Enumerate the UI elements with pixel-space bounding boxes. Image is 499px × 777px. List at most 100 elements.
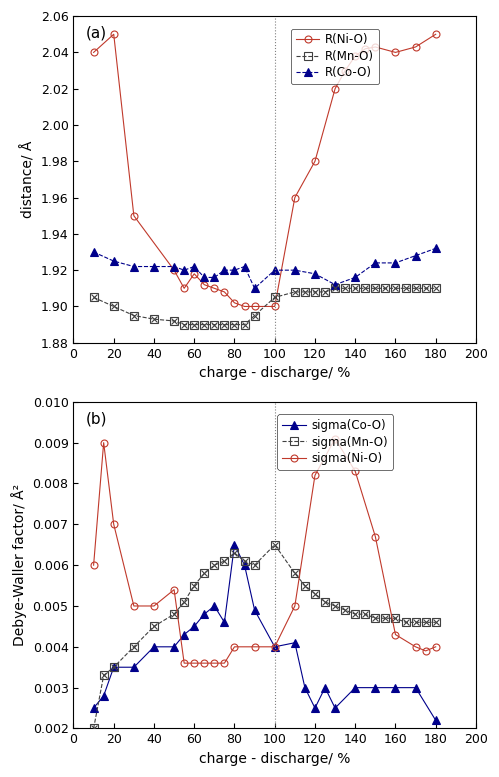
R(Co-O) bbox=[232, 266, 238, 275]
sigma(Ni-O) bbox=[91, 560, 97, 570]
R(Co-O) bbox=[413, 251, 419, 260]
R(Co-O) bbox=[171, 262, 177, 271]
sigma(Mn-O) bbox=[222, 556, 228, 566]
R(Mn-O) bbox=[322, 287, 328, 297]
sigma(Mn-O) bbox=[292, 569, 298, 578]
R(Co-O) bbox=[201, 273, 207, 282]
sigma(Mn-O) bbox=[201, 569, 207, 578]
R(Co-O) bbox=[151, 262, 157, 271]
sigma(Co-O) bbox=[212, 601, 218, 611]
R(Co-O) bbox=[111, 256, 117, 266]
sigma(Ni-O) bbox=[222, 658, 228, 667]
sigma(Mn-O) bbox=[251, 560, 257, 570]
R(Ni-O) bbox=[111, 30, 117, 39]
sigma(Mn-O) bbox=[352, 609, 358, 618]
R(Co-O) bbox=[222, 266, 228, 275]
sigma(Co-O) bbox=[302, 683, 308, 692]
sigma(Ni-O) bbox=[111, 520, 117, 529]
R(Co-O) bbox=[312, 269, 318, 278]
R(Co-O) bbox=[392, 258, 398, 267]
R(Mn-O) bbox=[352, 284, 358, 293]
R(Mn-O) bbox=[91, 293, 97, 302]
sigma(Mn-O) bbox=[171, 609, 177, 618]
R(Ni-O) bbox=[352, 51, 358, 61]
sigma(Co-O) bbox=[312, 703, 318, 713]
R(Mn-O) bbox=[212, 320, 218, 329]
sigma(Ni-O) bbox=[423, 646, 429, 656]
sigma(Mn-O) bbox=[312, 589, 318, 598]
R(Ni-O) bbox=[413, 42, 419, 51]
R(Ni-O) bbox=[392, 47, 398, 57]
sigma(Mn-O) bbox=[372, 614, 378, 623]
R(Co-O) bbox=[272, 266, 278, 275]
sigma(Ni-O) bbox=[191, 658, 197, 667]
sigma(Mn-O) bbox=[382, 614, 388, 623]
sigma(Ni-O) bbox=[272, 642, 278, 651]
R(Co-O) bbox=[191, 262, 197, 271]
X-axis label: charge - discharge/ %: charge - discharge/ % bbox=[199, 366, 350, 380]
R(Ni-O) bbox=[212, 284, 218, 293]
R(Ni-O) bbox=[201, 280, 207, 289]
sigma(Ni-O) bbox=[171, 585, 177, 594]
sigma(Ni-O) bbox=[392, 630, 398, 639]
sigma(Ni-O) bbox=[332, 434, 338, 443]
R(Ni-O) bbox=[191, 269, 197, 278]
R(Ni-O) bbox=[131, 211, 137, 221]
Line: sigma(Mn-O): sigma(Mn-O) bbox=[89, 541, 440, 733]
sigma(Co-O) bbox=[201, 609, 207, 618]
R(Co-O) bbox=[181, 266, 187, 275]
R(Co-O) bbox=[292, 266, 298, 275]
R(Mn-O) bbox=[111, 301, 117, 311]
Line: sigma(Co-O): sigma(Co-O) bbox=[89, 541, 440, 724]
sigma(Co-O) bbox=[292, 638, 298, 647]
sigma(Co-O) bbox=[372, 683, 378, 692]
sigma(Mn-O) bbox=[322, 598, 328, 607]
R(Co-O) bbox=[433, 244, 439, 253]
sigma(Ni-O) bbox=[251, 642, 257, 651]
R(Mn-O) bbox=[242, 320, 248, 329]
sigma(Mn-O) bbox=[302, 581, 308, 591]
sigma(Co-O) bbox=[332, 703, 338, 713]
sigma(Co-O) bbox=[242, 560, 248, 570]
sigma(Mn-O) bbox=[342, 605, 348, 615]
R(Ni-O) bbox=[433, 30, 439, 39]
Y-axis label: Debye-Waller factor/ Å²: Debye-Waller factor/ Å² bbox=[11, 484, 27, 646]
R(Mn-O) bbox=[433, 284, 439, 293]
R(Mn-O) bbox=[131, 311, 137, 320]
Line: R(Ni-O): R(Ni-O) bbox=[90, 31, 439, 310]
R(Co-O) bbox=[332, 280, 338, 289]
sigma(Mn-O) bbox=[423, 618, 429, 627]
sigma(Co-O) bbox=[131, 663, 137, 672]
sigma(Mn-O) bbox=[181, 598, 187, 607]
Line: R(Co-O): R(Co-O) bbox=[89, 244, 440, 292]
Line: R(Mn-O): R(Mn-O) bbox=[89, 284, 440, 329]
R(Mn-O) bbox=[423, 284, 429, 293]
R(Mn-O) bbox=[272, 293, 278, 302]
R(Ni-O) bbox=[372, 42, 378, 51]
sigma(Ni-O) bbox=[372, 532, 378, 542]
sigma(Co-O) bbox=[413, 683, 419, 692]
sigma(Mn-O) bbox=[232, 549, 238, 558]
R(Mn-O) bbox=[191, 320, 197, 329]
sigma(Ni-O) bbox=[312, 471, 318, 480]
sigma(Co-O) bbox=[232, 540, 238, 549]
sigma(Co-O) bbox=[111, 663, 117, 672]
sigma(Ni-O) bbox=[131, 601, 137, 611]
R(Ni-O) bbox=[362, 44, 368, 54]
R(Co-O) bbox=[372, 258, 378, 267]
R(Ni-O) bbox=[292, 193, 298, 202]
sigma(Mn-O) bbox=[332, 601, 338, 611]
R(Mn-O) bbox=[382, 284, 388, 293]
sigma(Co-O) bbox=[181, 630, 187, 639]
Legend: sigma(Co-O), sigma(Mn-O), sigma(Ni-O): sigma(Co-O), sigma(Mn-O), sigma(Ni-O) bbox=[277, 414, 393, 470]
sigma(Mn-O) bbox=[111, 663, 117, 672]
sigma(Ni-O) bbox=[212, 658, 218, 667]
R(Ni-O) bbox=[251, 301, 257, 311]
R(Mn-O) bbox=[222, 320, 228, 329]
sigma(Ni-O) bbox=[352, 466, 358, 476]
R(Ni-O) bbox=[222, 287, 228, 297]
sigma(Co-O) bbox=[352, 683, 358, 692]
sigma(Ni-O) bbox=[151, 601, 157, 611]
sigma(Co-O) bbox=[151, 642, 157, 651]
sigma(Co-O) bbox=[251, 605, 257, 615]
